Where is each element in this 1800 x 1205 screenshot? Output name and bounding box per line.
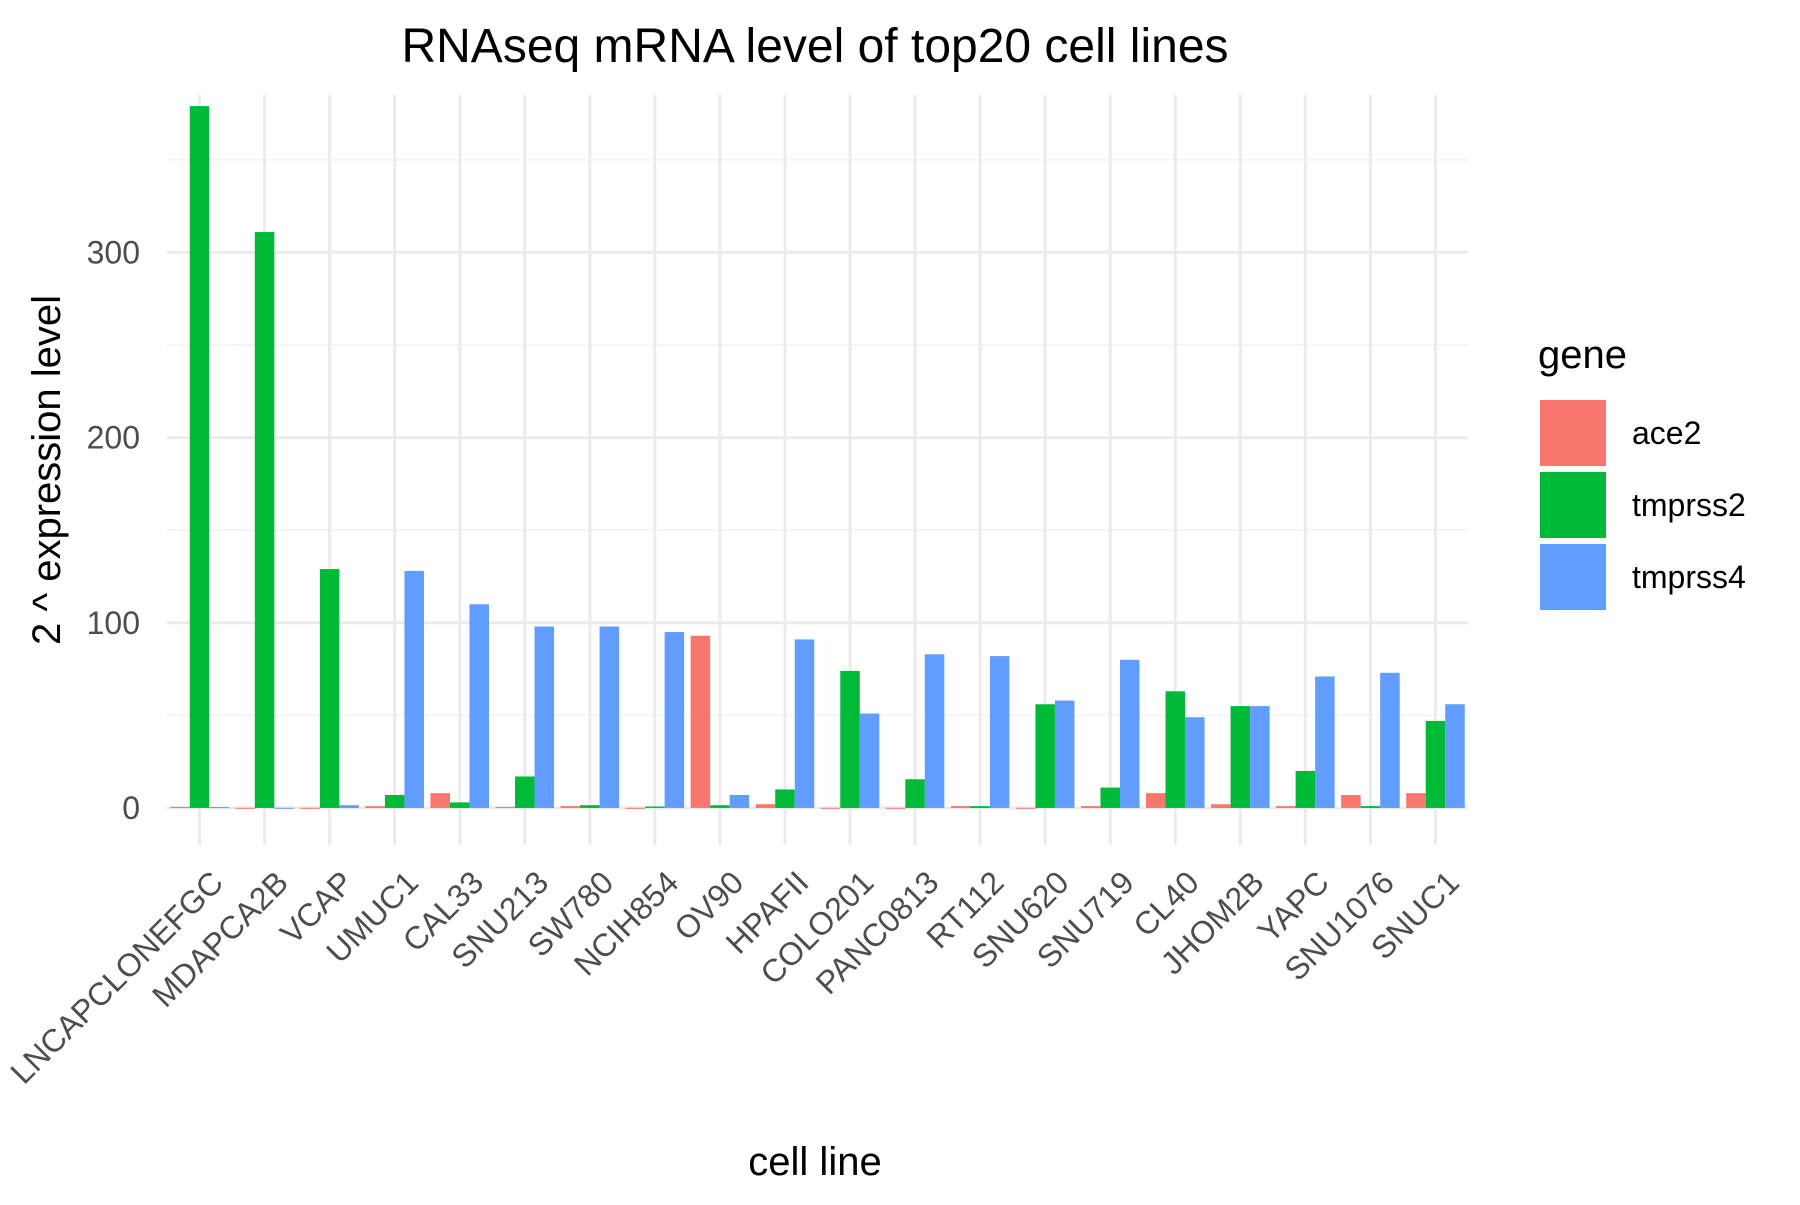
bar-colo201-tmprss2 xyxy=(840,670,860,808)
bar-lncapclonefgc-ace2 xyxy=(170,806,190,808)
bar-mdapca2b-tmprss4 xyxy=(274,807,294,809)
bar-panc0813-tmprss4 xyxy=(924,654,945,808)
bar-cl40-ace2 xyxy=(1146,793,1166,808)
legend-label-tmprss2: tmprss2 xyxy=(1632,487,1746,523)
bar-snu620-tmprss2 xyxy=(1035,704,1055,808)
bar-hpafii-tmprss2 xyxy=(775,789,795,808)
bar-colo201-tmprss4 xyxy=(859,713,880,808)
bar-snu719-tmprss4 xyxy=(1119,659,1140,808)
y-tick-label: 300 xyxy=(87,234,140,270)
bar-cl40-tmprss2 xyxy=(1165,691,1186,808)
bar-snu1076-tmprss4 xyxy=(1380,672,1400,808)
bar-vcap-ace2 xyxy=(300,807,320,809)
bar-snu620-ace2 xyxy=(1015,807,1036,809)
bar-panc0813-tmprss2 xyxy=(905,779,925,808)
bars xyxy=(170,106,1465,809)
x-axis-title: cell line xyxy=(748,1140,881,1184)
bar-hpafii-tmprss4 xyxy=(794,639,815,808)
bar-cal33-tmprss4 xyxy=(469,604,489,808)
bar-snu213-ace2 xyxy=(495,806,516,808)
bar-snuc1-tmprss4 xyxy=(1445,704,1465,808)
bar-yapc-tmprss4 xyxy=(1315,676,1335,808)
x-axis-ticks: LNCAPCLONEFGCMDAPCA2BVCAPUMUC1CAL33SNU21… xyxy=(3,864,1466,1091)
y-tick-label: 100 xyxy=(87,605,140,641)
bar-ncih854-tmprss2 xyxy=(645,806,665,808)
bar-jhom2b-tmprss2 xyxy=(1230,706,1251,808)
legend-key-ace2 xyxy=(1540,400,1606,466)
bar-snuc1-ace2 xyxy=(1406,793,1426,808)
legend-items: ace2 tmprss2 tmprss4 xyxy=(1540,400,1746,610)
bar-cal33-tmprss2 xyxy=(449,802,470,808)
bar-snu213-tmprss4 xyxy=(534,626,555,808)
legend-label-tmprss4: tmprss4 xyxy=(1632,559,1746,595)
bar-snu719-ace2 xyxy=(1080,806,1101,808)
legend-key-tmprss4 xyxy=(1540,544,1606,610)
bar-yapc-ace2 xyxy=(1276,806,1296,808)
bar-ncih854-ace2 xyxy=(625,807,646,809)
bar-lncapclonefgc-tmprss2 xyxy=(189,106,210,808)
y-tick-label: 0 xyxy=(122,790,140,826)
bar-ncih854-tmprss4 xyxy=(664,632,685,808)
bar-colo201-ace2 xyxy=(820,807,841,809)
bar-yapc-tmprss2 xyxy=(1295,770,1316,808)
bar-cal33-ace2 xyxy=(430,793,450,808)
bar-hpafii-ace2 xyxy=(755,804,776,808)
y-axis-ticks: 0 100 200 300 xyxy=(87,234,140,826)
bar-vcap-tmprss2 xyxy=(319,569,340,808)
bar-vcap-tmprss4 xyxy=(339,805,359,808)
y-tick-label: 200 xyxy=(87,420,140,456)
legend: gene ace2 tmprss2 tmprss4 xyxy=(1538,333,1746,610)
bar-umuc1-ace2 xyxy=(365,806,385,808)
legend-label-ace2: ace2 xyxy=(1632,415,1701,451)
bar-snu213-tmprss2 xyxy=(515,776,535,808)
bar-rt112-ace2 xyxy=(950,806,971,808)
grid xyxy=(167,95,1468,845)
bar-snu719-tmprss2 xyxy=(1100,787,1120,808)
bar-panc0813-ace2 xyxy=(885,807,906,809)
bar-sw780-ace2 xyxy=(560,806,581,808)
bar-ov90-tmprss2 xyxy=(710,805,730,808)
bar-mdapca2b-tmprss2 xyxy=(254,232,275,808)
legend-title: gene xyxy=(1538,333,1627,377)
bar-ov90-tmprss4 xyxy=(729,795,750,808)
bar-rt112-tmprss4 xyxy=(989,656,1010,808)
bar-jhom2b-tmprss4 xyxy=(1250,706,1270,808)
bar-jhom2b-ace2 xyxy=(1211,804,1231,808)
bar-snu620-tmprss4 xyxy=(1054,700,1075,808)
bar-lncapclonefgc-tmprss4 xyxy=(209,807,229,809)
bar-rt112-tmprss2 xyxy=(970,806,990,808)
bar-snu1076-ace2 xyxy=(1341,795,1361,808)
chart-title: RNAseq mRNA level of top20 cell lines xyxy=(401,20,1228,73)
bar-snu1076-tmprss2 xyxy=(1360,806,1381,808)
bar-snuc1-tmprss2 xyxy=(1425,720,1446,808)
bar-mdapca2b-ace2 xyxy=(235,807,255,809)
bar-umuc1-tmprss4 xyxy=(404,570,424,808)
bar-sw780-tmprss2 xyxy=(580,805,600,808)
bar-ov90-ace2 xyxy=(690,635,711,808)
legend-key-tmprss2 xyxy=(1540,472,1606,538)
bar-umuc1-tmprss2 xyxy=(384,795,405,808)
bar-sw780-tmprss4 xyxy=(599,626,620,808)
y-axis-title: 2 ^ expression level xyxy=(25,295,69,645)
bar-cl40-tmprss4 xyxy=(1185,717,1205,808)
